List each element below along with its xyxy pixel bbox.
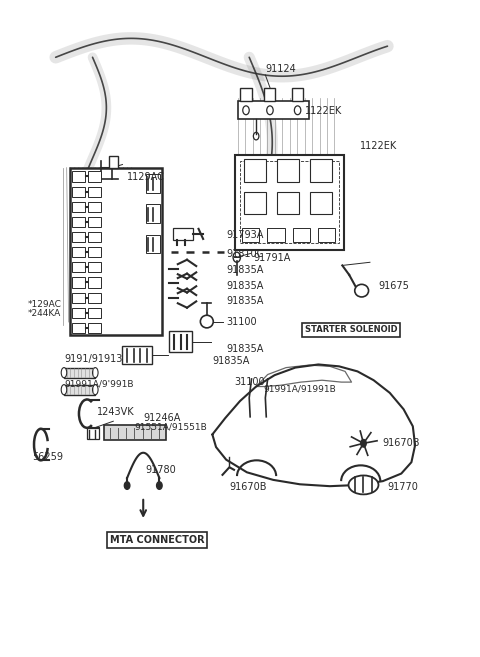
- Bar: [122, 346, 152, 365]
- Text: 31100: 31100: [234, 377, 265, 387]
- Ellipse shape: [61, 368, 67, 378]
- Text: 91835A: 91835A: [226, 281, 264, 290]
- Text: 91675: 91675: [378, 281, 409, 290]
- Bar: [72, 232, 85, 242]
- Ellipse shape: [355, 284, 369, 297]
- Bar: [72, 277, 85, 288]
- Bar: [292, 228, 310, 242]
- Bar: [88, 171, 101, 181]
- Bar: [267, 228, 285, 242]
- Bar: [88, 307, 101, 318]
- Circle shape: [156, 482, 162, 489]
- Bar: [310, 160, 332, 181]
- Ellipse shape: [348, 476, 378, 494]
- Bar: [104, 425, 166, 440]
- Bar: [88, 277, 101, 288]
- Text: 1129AC: 1129AC: [127, 172, 165, 182]
- Text: 1243VK: 1243VK: [97, 407, 135, 417]
- Bar: [235, 155, 344, 250]
- Text: STARTER SOLENOID: STARTER SOLENOID: [304, 325, 397, 334]
- Bar: [88, 217, 101, 227]
- Bar: [242, 228, 259, 242]
- Bar: [72, 217, 85, 227]
- Text: 1122EK: 1122EK: [360, 141, 397, 150]
- Text: 91991A/91991B: 91991A/91991B: [263, 384, 336, 394]
- Bar: [88, 232, 101, 242]
- Text: 91780: 91780: [145, 464, 176, 475]
- Text: 91791A: 91791A: [254, 253, 291, 263]
- Bar: [244, 193, 266, 214]
- Bar: [318, 228, 336, 242]
- Bar: [145, 174, 160, 193]
- Bar: [64, 384, 96, 395]
- Text: 56259: 56259: [32, 452, 63, 462]
- Bar: [72, 171, 85, 181]
- Text: *244KA: *244KA: [28, 309, 61, 318]
- Text: 91670B: 91670B: [230, 482, 267, 493]
- Bar: [88, 187, 101, 196]
- Bar: [72, 202, 85, 212]
- Bar: [169, 331, 192, 352]
- Bar: [277, 193, 299, 214]
- Text: 91246A: 91246A: [143, 413, 180, 423]
- Ellipse shape: [93, 368, 98, 378]
- Text: 9191/91913: 9191/91913: [64, 353, 122, 364]
- Bar: [88, 262, 101, 273]
- Bar: [72, 292, 85, 303]
- Bar: [88, 202, 101, 212]
- Bar: [72, 262, 85, 273]
- Bar: [310, 193, 332, 214]
- Bar: [88, 292, 101, 303]
- Bar: [72, 187, 85, 196]
- Text: 91551A/91551B: 91551A/91551B: [134, 422, 207, 432]
- Bar: [145, 204, 160, 223]
- Ellipse shape: [61, 384, 67, 395]
- Circle shape: [124, 482, 130, 489]
- Bar: [264, 87, 276, 101]
- Bar: [145, 235, 160, 254]
- Bar: [72, 247, 85, 258]
- Bar: [64, 368, 96, 378]
- Bar: [238, 101, 309, 119]
- Bar: [72, 323, 85, 333]
- Bar: [108, 156, 118, 168]
- Text: 91835A: 91835A: [212, 356, 250, 367]
- Bar: [292, 87, 303, 101]
- Ellipse shape: [93, 384, 98, 395]
- Bar: [277, 160, 299, 181]
- Bar: [88, 247, 101, 258]
- Bar: [72, 307, 85, 318]
- Text: 91670B: 91670B: [383, 438, 420, 448]
- Text: 91835A: 91835A: [226, 344, 264, 353]
- Text: 91991A/9'991B: 91991A/9'991B: [64, 380, 133, 388]
- Text: 31100: 31100: [226, 317, 257, 327]
- Circle shape: [361, 440, 366, 447]
- Ellipse shape: [200, 315, 213, 328]
- Bar: [173, 227, 192, 240]
- Bar: [70, 168, 162, 335]
- Bar: [86, 428, 99, 439]
- Bar: [244, 160, 266, 181]
- Text: 91124: 91124: [265, 64, 296, 74]
- Bar: [240, 87, 252, 101]
- Bar: [240, 162, 339, 243]
- Text: 91835A: 91835A: [226, 296, 264, 306]
- Text: 1122EK: 1122EK: [304, 106, 342, 116]
- Text: *129AC: *129AC: [28, 300, 62, 309]
- Text: 91770: 91770: [387, 482, 419, 493]
- Text: 91810C: 91810C: [226, 249, 264, 259]
- Bar: [88, 323, 101, 333]
- Text: 91835A: 91835A: [226, 265, 264, 275]
- Text: MTA CONNECTOR: MTA CONNECTOR: [110, 535, 204, 545]
- Text: 91793A: 91793A: [226, 230, 264, 240]
